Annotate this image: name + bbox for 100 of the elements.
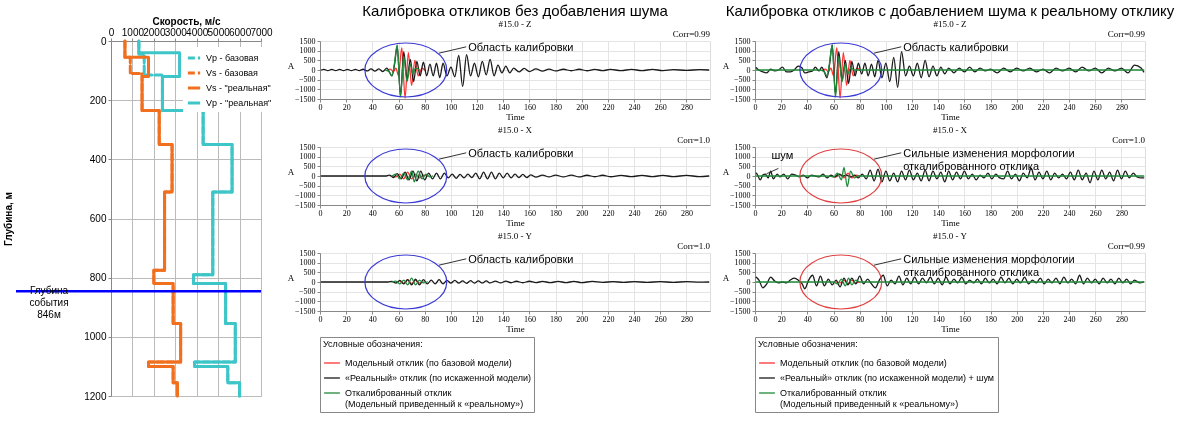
y-tick-label: −1000 <box>729 84 751 94</box>
x-tick-label: 180 <box>550 314 563 324</box>
y-axis-title: Глубина, м <box>3 192 15 246</box>
chart-title: #15.0 - Y <box>933 231 968 241</box>
line-series <box>391 171 428 180</box>
annotation: шум <box>771 148 794 161</box>
x-tick-label: 0 <box>318 102 323 112</box>
x-tick-label: 260 <box>1089 314 1102 324</box>
x-tick-label: 100 <box>880 314 893 324</box>
x-tick-label: 0 <box>753 208 758 218</box>
y-tick-label: −1500 <box>294 94 316 104</box>
x-tick-label: 280 <box>680 102 693 112</box>
y-tick-label: 400 <box>89 153 107 165</box>
x-tick-label: 200 <box>1011 208 1024 218</box>
legend-label: Модельный отклик (по базовой модели) <box>345 358 512 368</box>
x-tick-label: 1000 <box>121 26 145 38</box>
y-axis-title: A <box>287 60 295 71</box>
x-tick-label: 220 <box>602 314 615 324</box>
y-tick-label: 1000 <box>299 258 316 268</box>
x-tick-label: 120 <box>906 314 919 324</box>
y-tick-label: 500 <box>738 55 751 65</box>
x-tick-label: 160 <box>958 208 971 218</box>
chart-title: Калибровка откликов без добавления шума <box>362 2 669 19</box>
text: Corr=1.0 <box>677 135 711 145</box>
x-tick-label: 0 <box>108 26 115 38</box>
annotation: Сильные изменения морфологии откалиброванного отклика <box>903 146 1075 172</box>
x-axis-title: Time <box>941 217 960 228</box>
y-tick-label: 500 <box>738 267 751 277</box>
legend-label: Vs - "реальная" <box>206 83 271 93</box>
x-tick-label: 140 <box>497 314 510 324</box>
x-tick-label: 3000 <box>164 26 188 38</box>
x-tick-label: 40 <box>803 314 812 324</box>
y-tick-label: 0 <box>311 277 316 287</box>
x-tick-label: 200 <box>1011 102 1024 112</box>
y-axis-title: A <box>722 166 730 177</box>
legend-title: Условные обозначения: <box>323 339 423 349</box>
x-tick-label: 180 <box>985 314 998 324</box>
x-tick-label: 4000 <box>186 26 209 38</box>
x-axis-title: Time <box>941 323 960 334</box>
x-tick-label: 80 <box>421 208 430 218</box>
y-tick-label: 1200 <box>84 390 107 402</box>
x-tick-label: 80 <box>856 208 865 218</box>
x-tick-label: 180 <box>985 102 998 112</box>
x-tick-label: 2000 <box>143 26 166 38</box>
x-tick-label: 100 <box>445 102 458 112</box>
line-series <box>822 47 861 99</box>
x-tick-label: 120 <box>471 102 484 112</box>
y-tick-label: 1500 <box>299 248 316 258</box>
legend-label: Vs - базовая <box>206 68 259 78</box>
y-tick-label: 0 <box>100 35 107 47</box>
y-tick-label: 1500 <box>299 142 316 152</box>
x-tick-label: 20 <box>342 314 351 324</box>
x-tick-label: 280 <box>680 314 693 324</box>
legend-label: «Реальный» отклик (по искаженной модели) <box>345 373 531 383</box>
y-tick-label: −500 <box>733 75 751 85</box>
x-tick-label: 260 <box>1089 102 1102 112</box>
legend-label: Vp - базовая <box>206 53 259 63</box>
x-tick-label: 20 <box>342 102 351 112</box>
x-tick-label: 80 <box>421 102 430 112</box>
x-tick-label: 240 <box>628 208 641 218</box>
annotation: Область калибровки <box>468 252 574 265</box>
y-tick-label: 500 <box>303 161 316 171</box>
x-tick-label: 7000 <box>250 26 274 38</box>
y-tick-label: −1000 <box>729 190 751 200</box>
y-tick-label: −1500 <box>729 200 751 210</box>
y-tick-label: 1500 <box>734 36 751 46</box>
x-tick-label: 200 <box>576 314 589 324</box>
line-series <box>320 170 710 182</box>
text: Corr=0.99 <box>1107 29 1146 39</box>
x-tick-label: 80 <box>856 314 865 324</box>
x-tick-label: 160 <box>523 208 536 218</box>
y-tick-label: −1000 <box>294 84 316 94</box>
y-axis-title: A <box>722 272 730 283</box>
x-tick-label: 0 <box>753 314 758 324</box>
x-tick-label: 100 <box>880 208 893 218</box>
y-tick-label: 1000 <box>734 152 751 162</box>
x-tick-label: 220 <box>1037 314 1050 324</box>
x-tick-label: 240 <box>1063 208 1076 218</box>
y-tick-label: −1000 <box>294 296 316 306</box>
y-tick-label: 1500 <box>734 142 751 152</box>
y-tick-label: 800 <box>89 272 107 284</box>
y-tick-label: 1500 <box>299 36 316 46</box>
x-tick-label: 260 <box>654 208 667 218</box>
y-axis-title: A <box>287 166 295 177</box>
y-tick-label: 1000 <box>734 46 751 56</box>
y-tick-label: −1500 <box>729 306 751 316</box>
y-tick-label: 1000 <box>299 46 316 56</box>
text: Corr=1.0 <box>1112 135 1146 145</box>
chart-title: Калибровка откликов с добавлением шума к реальному отклику <box>725 2 1175 19</box>
text: Corr=0.99 <box>672 29 711 39</box>
x-tick-label: 240 <box>628 314 641 324</box>
x-tick-label: 140 <box>932 208 945 218</box>
x-tick-label: 280 <box>1115 314 1128 324</box>
x-tick-label: 280 <box>680 208 693 218</box>
x-tick-label: 180 <box>985 208 998 218</box>
y-tick-label: −500 <box>733 181 751 191</box>
x-tick-label: 60 <box>395 314 404 324</box>
x-tick-label: 60 <box>830 102 839 112</box>
legend-label: Модельный отклик (по базовой модели) <box>780 358 947 368</box>
y-tick-label: 1500 <box>734 248 751 258</box>
